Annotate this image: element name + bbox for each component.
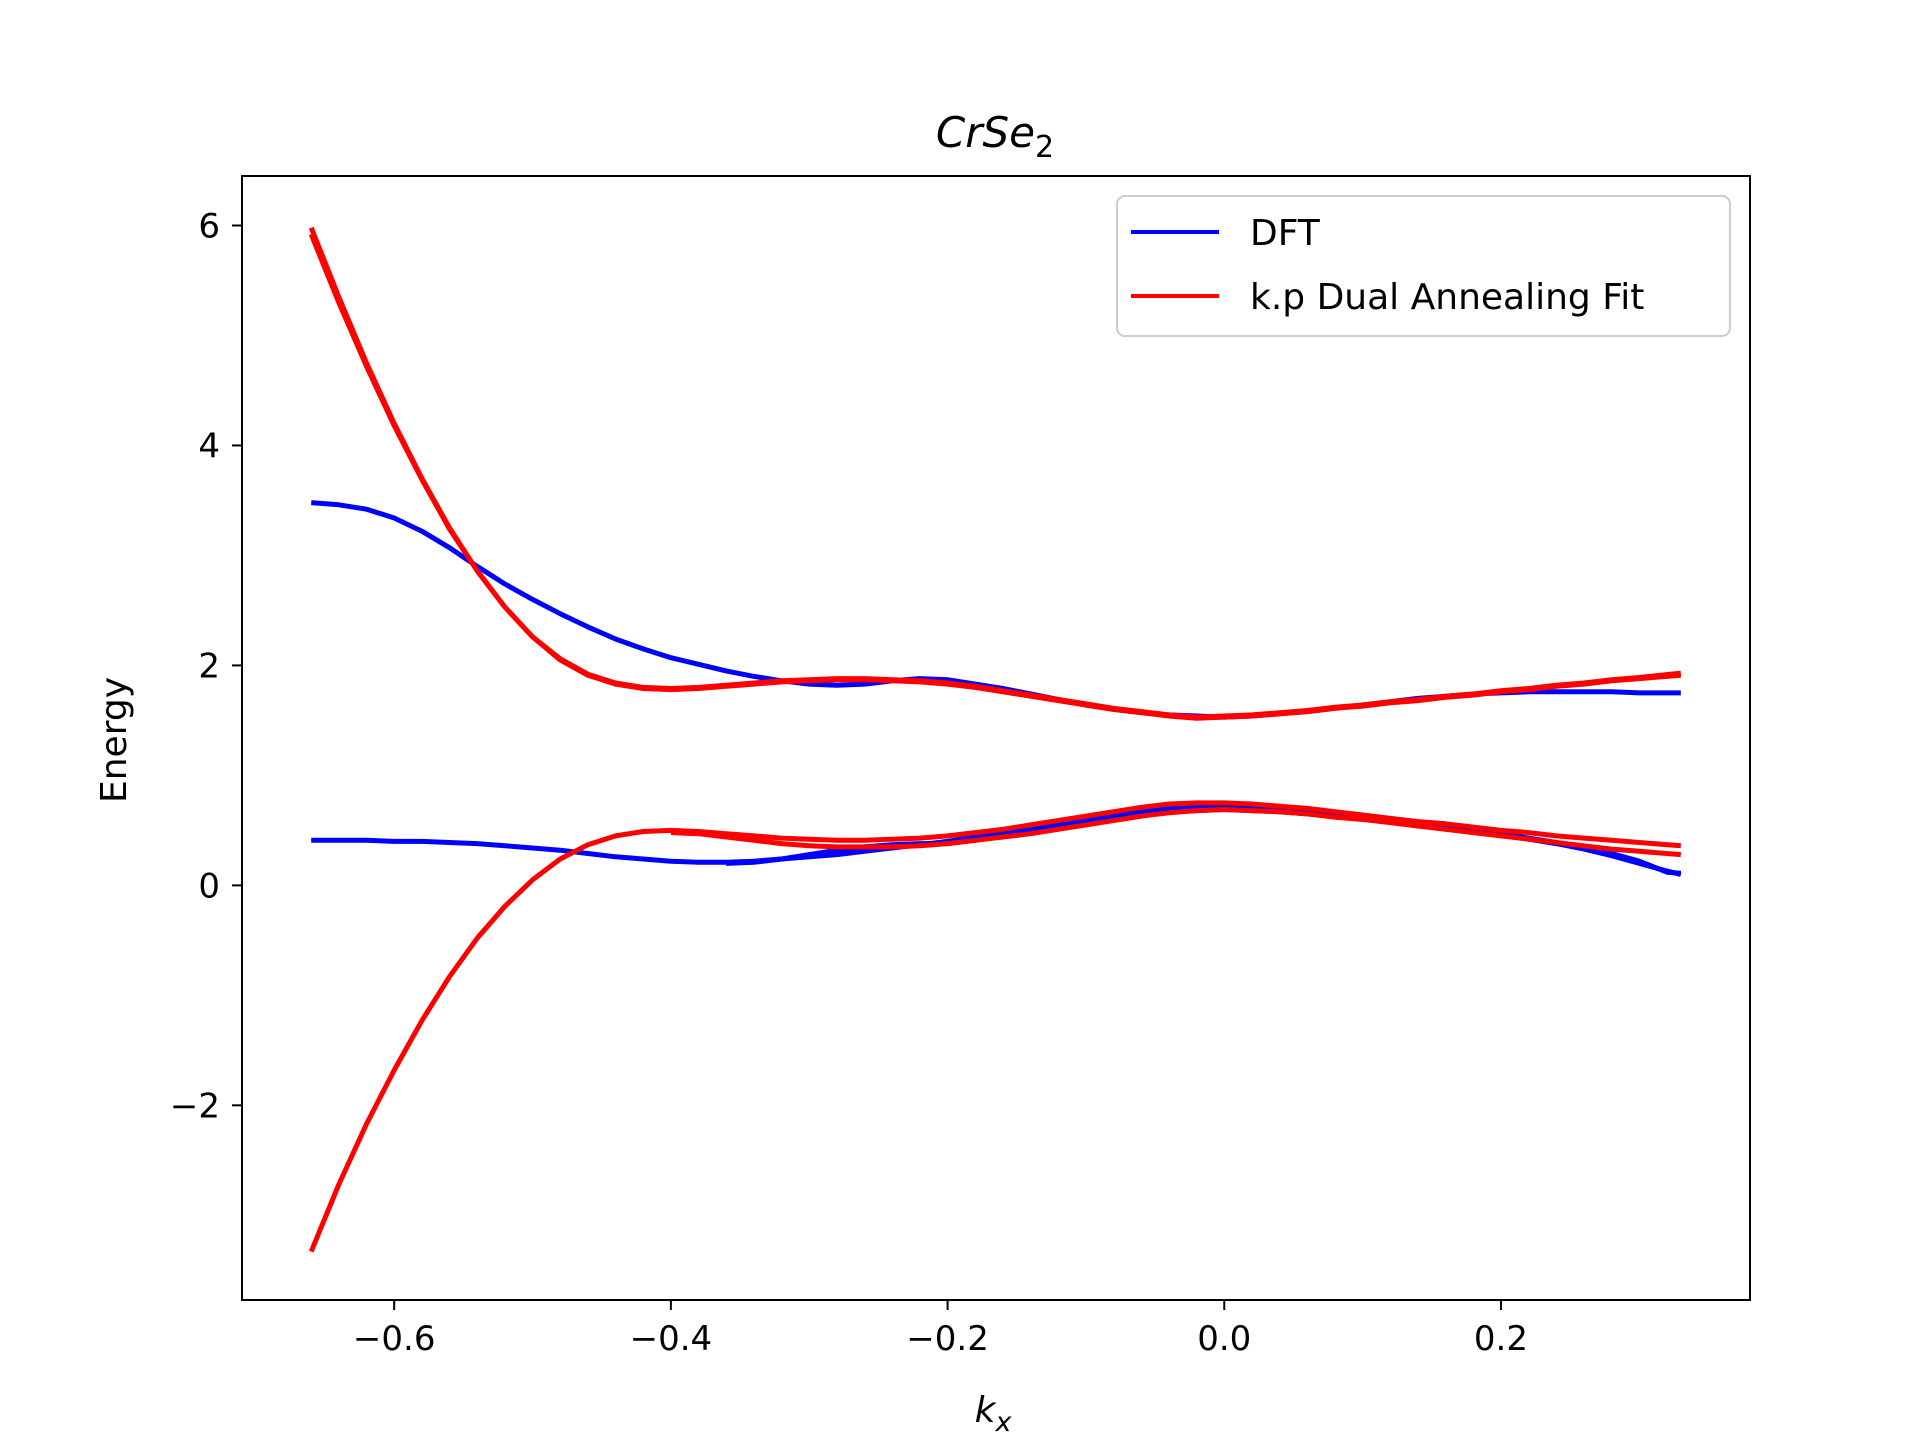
y-tick-label: 6 <box>198 206 220 246</box>
legend-label-kp-fit: k.p Dual Annealing Fit <box>1250 277 1644 318</box>
series-line-4 <box>308 233 1681 721</box>
y-tick-label: 2 <box>198 646 220 686</box>
chart-title: CrSe2 <box>936 108 1054 165</box>
x-tick-label: −0.2 <box>906 1319 989 1359</box>
legend-label-dft: DFT <box>1250 213 1321 254</box>
x-tick-label: −0.6 <box>353 1319 436 1359</box>
y-tick-label: −2 <box>170 1086 220 1126</box>
y-tick-label: 0 <box>198 866 220 906</box>
series-line-6 <box>670 807 1681 858</box>
x-axis-ticks: −0.6 −0.4 −0.2 0.0 0.2 <box>353 1300 1528 1359</box>
x-axis-label: kx <box>975 1390 1013 1438</box>
x-tick-label: 0.0 <box>1197 1319 1251 1359</box>
legend: DFT k.p Dual Annealing Fit <box>1116 195 1731 337</box>
x-tick-label: 0.2 <box>1474 1319 1528 1359</box>
x-axis-label-subscript: x <box>994 1407 1012 1438</box>
plot-frame <box>241 175 1751 1301</box>
x-tick-label: −0.4 <box>630 1319 713 1359</box>
chart-title-main: CrSe <box>936 108 1035 157</box>
y-axis-ticks: 6 4 2 0 −2 <box>170 206 242 1126</box>
plot-lines <box>308 226 1682 1253</box>
legend-box <box>1116 195 1731 337</box>
y-axis-label: Energy <box>94 677 135 803</box>
y-tick-label: 4 <box>198 426 220 466</box>
x-axis-label-main: k <box>975 1390 998 1431</box>
chart-title-subscript: 2 <box>1035 130 1054 165</box>
series-line-5 <box>308 800 1681 1253</box>
